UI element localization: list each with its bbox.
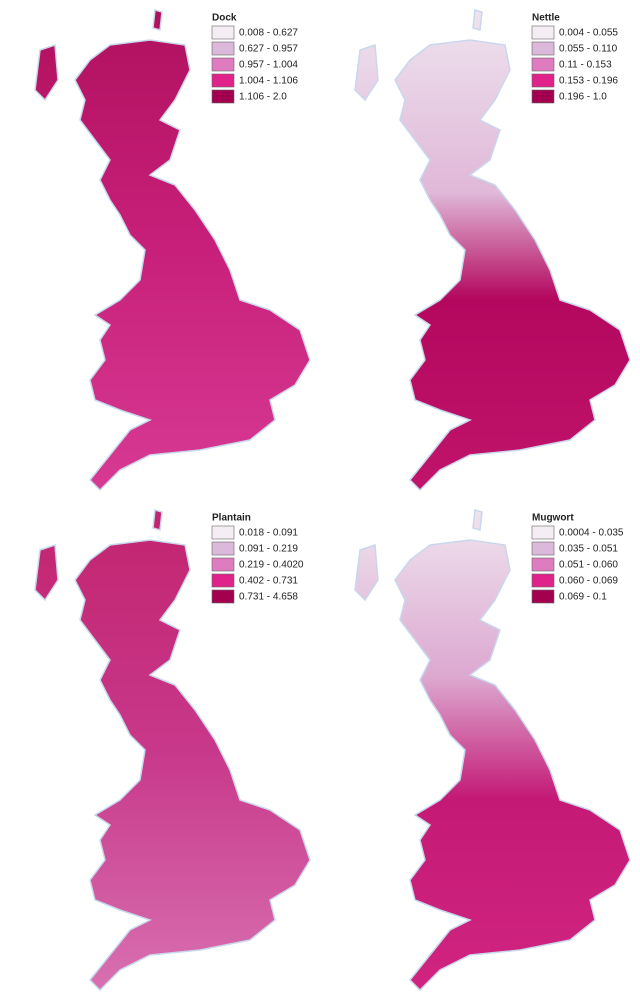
legend-label: 0.219 - 0.4020 [239,560,304,571]
legend-swatch [211,57,235,72]
legend-label: 0.196 - 1.0 [559,92,607,103]
legend-swatch [211,89,235,104]
map-panel: Mugwort 0.0004 - 0.035 0.035 - 0.051 0.051 … [354,509,631,991]
map-panel: Nettle 0.004 - 0.055 0.055 - 0.110 0.11 - 0… [354,9,631,491]
legend-label: 0.004 - 0.055 [559,28,618,39]
legend-title: Nettle [532,13,560,24]
legend-swatch [531,25,555,40]
legend-label: 1.106 - 2.0 [239,92,287,103]
legend-label: 1.004 - 1.106 [239,76,298,87]
map-panel: Plantain 0.018 - 0.091 0.091 - 0.219 0.219 … [34,509,311,991]
legend-swatch [211,25,235,40]
legend-title: Dock [212,13,237,24]
legend-swatch [531,573,555,588]
legend-label: 0.402 - 0.731 [239,576,298,587]
legend-title: Plantain [212,513,251,524]
legend-label: 0.091 - 0.219 [239,544,298,555]
legend-swatch [531,541,555,556]
legend-swatch [211,41,235,56]
legend-title: Mugwort [532,513,574,524]
legend-label: 0.051 - 0.060 [559,560,618,571]
legend-swatch [211,541,235,556]
legend-swatch [211,73,235,88]
legend-label: 0.731 - 4.658 [239,592,298,603]
legend-swatch [531,525,555,540]
legend-swatch [211,557,235,572]
legend-swatch [531,557,555,572]
legend-swatch [531,57,555,72]
legend-label: 0.627 - 0.957 [239,44,298,55]
legend-swatch [211,573,235,588]
legend-label: 0.018 - 0.091 [239,528,298,539]
legend-label: 0.957 - 1.004 [239,60,298,71]
legend-swatch [531,41,555,56]
legend-label: 0.060 - 0.069 [559,576,618,587]
legend-swatch [211,589,235,604]
legend-swatch [211,525,235,540]
legend-label: 0.069 - 0.1 [559,592,607,603]
legend-label: 0.153 - 0.196 [559,76,618,87]
legend-swatch [531,589,555,604]
legend-swatch [531,89,555,104]
legend-label: 0.0004 - 0.035 [559,528,624,539]
legend-label: 0.035 - 0.051 [559,544,618,555]
legend-label: 0.055 - 0.110 [559,44,618,55]
legend-label: 0.11 - 0.153 [559,60,612,71]
legend-swatch [531,73,555,88]
legend-label: 0.008 - 0.627 [239,28,298,39]
